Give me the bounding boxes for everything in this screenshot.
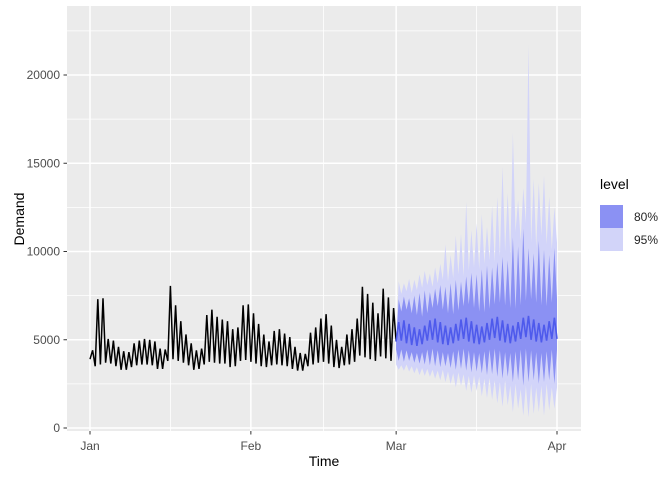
ribbon-80 — [396, 228, 557, 386]
mean-polyline — [395, 315, 558, 347]
x-tick-label: Jan — [80, 439, 99, 453]
y-tick-label: 10000 — [27, 245, 61, 259]
history-polyline — [89, 285, 397, 371]
axis-tick-labels: Jan Feb Mar Apr 0 5000 10000 15000 20000 — [27, 68, 567, 453]
y-tick-label: 15000 — [27, 156, 61, 170]
legend-title: level — [600, 176, 629, 192]
legend-swatch-95-icon — [600, 228, 623, 251]
x-tick-label: Apr — [548, 439, 567, 453]
y-tick-label: 0 — [53, 421, 60, 435]
interval-80-band — [396, 228, 557, 386]
y-tick-label: 20000 — [27, 68, 61, 82]
legend-label-95: 95% — [634, 232, 659, 247]
legend: level 80% 95% — [600, 176, 658, 251]
x-axis-title: Time — [308, 453, 340, 469]
legend-entry-80: 80% — [600, 205, 658, 228]
historical-series-line — [89, 285, 397, 371]
x-tick-label: Mar — [386, 439, 407, 453]
y-tick-label: 5000 — [33, 333, 60, 347]
x-tick-label: Feb — [241, 439, 262, 453]
axis-tick-marks — [63, 74, 558, 435]
legend-swatch-80-icon — [600, 205, 623, 228]
legend-entry-95: 95% — [600, 228, 658, 251]
y-axis-title: Demand — [11, 192, 27, 246]
legend-label-80: 80% — [634, 209, 659, 224]
forecast-mean-line — [395, 315, 558, 347]
